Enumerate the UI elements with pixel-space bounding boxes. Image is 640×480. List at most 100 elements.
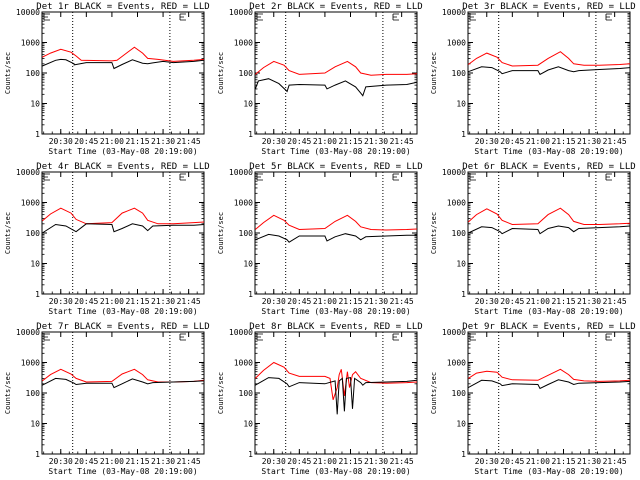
y-tick-label: 100: [239, 229, 254, 238]
lld-series-line: [468, 368, 631, 382]
panel-6: Det 6r BLACK = Events, RED = LLD 1 10 100 10…: [430, 162, 636, 316]
panel-5: Det 5r BLACK = Events, RED = LLD 1 10 100 10…: [217, 162, 423, 316]
x-tick-label: 21:45: [390, 137, 414, 146]
lld-series-line: [254, 361, 418, 400]
panel-3: Det 3r BLACK = Events, RED = LLD 1 10 100 10…: [430, 2, 636, 156]
y-tick-label: 10000: [16, 328, 40, 337]
x-tick-label: 21:15: [125, 457, 149, 466]
x-tick-label: 21:00: [100, 297, 124, 306]
x-tick-label: 21:00: [313, 297, 337, 306]
y-tick-label: 10: [456, 260, 466, 269]
y-tick-label: 100: [239, 389, 254, 398]
corner-flag-left: [469, 333, 476, 341]
plot-frame: [41, 331, 205, 455]
events-series-line: [42, 223, 205, 234]
y-axis-label: Counts/sec: [430, 372, 438, 414]
y-tick-label: 10: [456, 420, 466, 429]
y-tick-label: 100: [452, 229, 467, 238]
x-tick-label: 20:45: [287, 457, 311, 466]
panel-8: Det 8r BLACK = Events, RED = LLD 1 10 100 10…: [217, 322, 423, 476]
panel-title: Det 1r BLACK = Events, RED = LLD: [36, 2, 209, 12]
x-axis-label: Start Time (03-May-08 20:19:00): [474, 467, 623, 476]
x-tick-label: 21:00: [526, 297, 550, 306]
x-tick-label: 20:30: [475, 457, 499, 466]
y-tick-label: 1: [35, 450, 40, 459]
y-tick-label: 1: [248, 450, 253, 459]
y-tick-label: 10: [243, 260, 253, 269]
y-tick-label: 10000: [442, 328, 466, 337]
x-tick-label: 21:45: [177, 137, 201, 146]
y-axis-label: Counts/sec: [4, 212, 12, 254]
x-axis-label: Start Time (03-May-08 20:19:00): [48, 467, 197, 476]
y-tick-label: 10: [456, 100, 466, 109]
x-tick-label: 20:45: [287, 297, 311, 306]
y-axis-label: Counts/sec: [217, 52, 225, 94]
panel-4: Det 4r BLACK = Events, RED = LLD 1 10 100 10…: [4, 162, 210, 316]
x-tick-label: 21:45: [390, 297, 414, 306]
y-tick-label: 10: [30, 260, 40, 269]
panel-2: Det 2r BLACK = Events, RED = LLD 1 10 100 10…: [217, 2, 423, 156]
panel-title: Det 2r BLACK = Events, RED = LLD: [249, 2, 422, 12]
x-axis-label: Start Time (03-May-08 20:19:00): [48, 307, 197, 316]
events-series-line: [255, 233, 417, 243]
x-tick-label: 20:30: [262, 137, 286, 146]
x-tick-label: 20:30: [49, 297, 73, 306]
events-series-line: [42, 58, 205, 70]
panel-title: Det 9r BLACK = Events, RED = LLD: [462, 322, 635, 332]
corner-flag-left: [43, 173, 50, 181]
lld-series-line: [42, 46, 205, 62]
x-axis-label: Start Time (03-May-08 20:19:00): [474, 307, 623, 316]
plot-frame: [467, 11, 631, 135]
y-tick-label: 100: [239, 69, 254, 78]
x-axis-label: Start Time (03-May-08 20:19:00): [261, 467, 410, 476]
x-tick-label: 21:30: [364, 457, 388, 466]
x-axis-label: Start Time (03-May-08 20:19:00): [474, 147, 623, 156]
x-tick-label: 21:15: [338, 457, 362, 466]
x-tick-label: 21:30: [577, 297, 601, 306]
x-tick-label: 21:15: [338, 297, 362, 306]
corner-flag-left: [256, 13, 263, 21]
plot-frame: [41, 171, 205, 295]
y-axis-label: Counts/sec: [430, 212, 438, 254]
corner-flag-right: [605, 333, 612, 341]
corner-flag-right: [605, 173, 612, 181]
y-tick-label: 1000: [447, 199, 466, 208]
x-tick-label: 21:30: [577, 457, 601, 466]
y-tick-label: 1000: [447, 39, 466, 48]
y-axis-label: Counts/sec: [430, 52, 438, 94]
plot-frame: [254, 171, 418, 295]
panel-7: Det 7r BLACK = Events, RED = LLD 1 10 100 10…: [4, 322, 210, 476]
corner-flag-right: [605, 13, 612, 21]
y-axis-label: Counts/sec: [217, 212, 225, 254]
x-tick-label: 21:15: [125, 297, 149, 306]
y-tick-label: 1: [461, 450, 466, 459]
y-tick-label: 1: [461, 130, 466, 139]
panel-title: Det 8r BLACK = Events, RED = LLD: [249, 322, 422, 332]
panel-title: Det 5r BLACK = Events, RED = LLD: [249, 162, 422, 172]
y-tick-label: 1: [248, 290, 253, 299]
events-series-line: [254, 78, 418, 97]
y-tick-label: 1000: [234, 199, 253, 208]
x-tick-label: 20:30: [475, 137, 499, 146]
y-tick-label: 10: [30, 100, 40, 109]
corner-flag-left: [43, 333, 50, 341]
x-tick-label: 21:00: [100, 137, 124, 146]
panel-title: Det 6r BLACK = Events, RED = LLD: [462, 162, 635, 172]
x-tick-label: 21:45: [603, 137, 627, 146]
x-tick-label: 21:45: [603, 457, 627, 466]
x-tick-label: 20:45: [500, 457, 524, 466]
x-tick-label: 20:45: [74, 457, 98, 466]
x-tick-label: 21:30: [151, 457, 175, 466]
x-tick-label: 21:00: [313, 137, 337, 146]
y-axis-label: Counts/sec: [4, 372, 12, 414]
x-tick-label: 20:30: [49, 137, 73, 146]
x-tick-label: 20:45: [287, 137, 311, 146]
x-tick-label: 21:15: [125, 137, 149, 146]
lld-series-line: [468, 51, 631, 67]
x-tick-label: 20:45: [74, 137, 98, 146]
x-tick-label: 20:30: [49, 457, 73, 466]
x-axis-label: Start Time (03-May-08 20:19:00): [48, 147, 197, 156]
x-tick-label: 21:00: [100, 457, 124, 466]
events-series-line: [468, 225, 631, 235]
